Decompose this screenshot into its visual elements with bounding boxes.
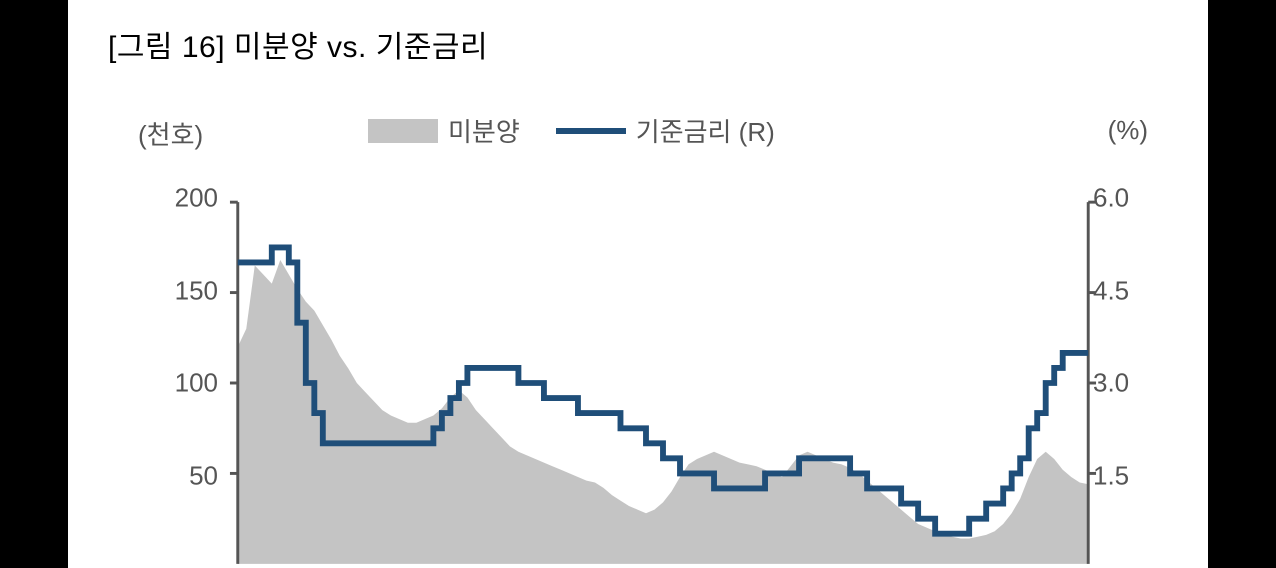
chart-plot-area [228,198,1098,568]
y-right-unit-label: (%) [1108,115,1148,146]
y-right-tick-label: 1.5 [1093,460,1129,491]
chart-title: [그림 16] 미분양 vs. 기준금리 [108,22,488,66]
y-left-tick-label: 100 [175,368,218,399]
legend-swatch-line [556,128,626,134]
y-left-tick-label: 150 [175,275,218,306]
legend-item-line: 기준금리 (R) [556,112,775,149]
legend-area-label: 미분양 [448,112,520,149]
y-right-tick-label: 4.5 [1093,275,1129,306]
y-left-unit-label: (천호) [138,115,203,152]
legend-item-area: 미분양 [368,112,520,149]
chart-svg [228,198,1098,568]
area-series [238,260,1088,564]
chart-page: [그림 16] 미분양 vs. 기준금리 (천호) (%) 미분양 기준금리 (… [68,0,1208,568]
y-right-tick-label: 6.0 [1093,183,1129,214]
y-left-tick-label: 200 [175,183,218,214]
chart-legend: 미분양 기준금리 (R) [368,112,775,149]
legend-line-label: 기준금리 (R) [636,112,775,149]
y-left-tick-label: 50 [189,460,218,491]
y-right-tick-label: 3.0 [1093,368,1129,399]
legend-swatch-area [368,119,438,143]
